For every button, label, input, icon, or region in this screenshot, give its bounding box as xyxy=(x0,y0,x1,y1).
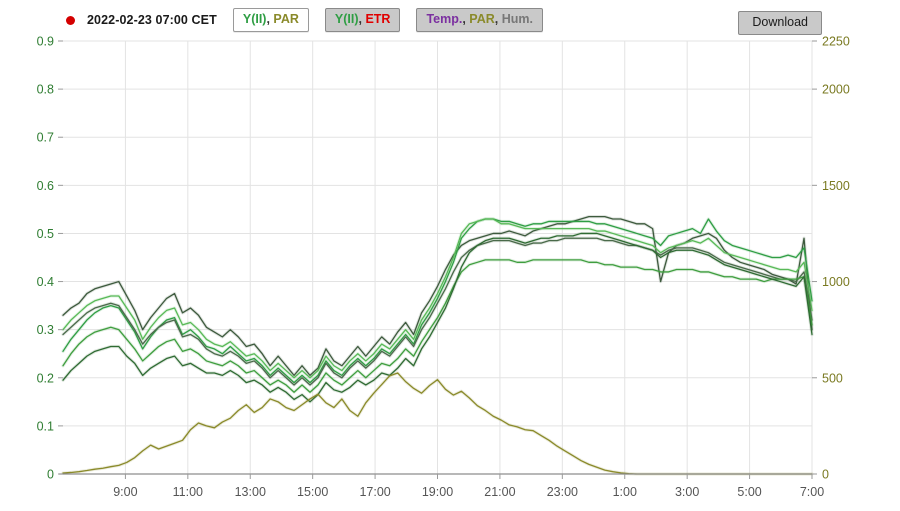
y-axis-left-tick-label: 0.4 xyxy=(37,275,54,289)
toolbar: 2022-02-23 07:00 CET Y(II), PAR Y(II), ET… xyxy=(0,0,900,40)
y-axis-right-tick-label: 500 xyxy=(822,371,843,385)
y-axis-left-tick-label: 0.7 xyxy=(37,131,54,145)
series-line xyxy=(62,259,813,393)
y-axis-left-tick-label: 0.2 xyxy=(37,371,54,385)
button-segment: Y(II) xyxy=(242,12,267,26)
y-axis-right-tick-label: 1000 xyxy=(822,275,850,289)
button-segment: Hum. xyxy=(501,12,533,26)
timestamp-label: 2022-02-23 07:00 CET xyxy=(87,13,217,27)
button-segment: Temp. xyxy=(426,12,463,26)
button-segment: ETR xyxy=(365,12,391,26)
y-axis-left-tick-label: 0.5 xyxy=(37,227,54,241)
x-axis-tick-label: 17:00 xyxy=(359,485,390,499)
x-axis-tick-label: 5:00 xyxy=(737,485,761,499)
y-axis-left-tick-label: 0.9 xyxy=(37,35,54,49)
x-axis-tick-label: 1:00 xyxy=(613,485,637,499)
y-axis-right-tick-label: 0 xyxy=(822,468,829,482)
button-segment: , xyxy=(494,12,502,26)
series-line xyxy=(62,218,813,379)
x-axis-tick-label: 21:00 xyxy=(484,485,515,499)
toggle-yii-par-button[interactable]: Y(II), PAR xyxy=(232,8,309,32)
y-axis-left-tick-label: 0 xyxy=(47,468,54,482)
toggle-yii-etr-button[interactable]: Y(II), ETR xyxy=(324,8,401,32)
x-axis-tick-label: 3:00 xyxy=(675,485,699,499)
button-segment: PAR xyxy=(469,12,495,26)
toggle-temp-par-hum-button[interactable]: Temp., PAR, Hum. xyxy=(416,8,543,32)
axes xyxy=(58,40,817,479)
x-axis-tick-label: 15:00 xyxy=(297,485,328,499)
series-line xyxy=(62,232,813,403)
x-axis-tick-label: 19:00 xyxy=(422,485,453,499)
y-axis-left-tick-label: 0.1 xyxy=(37,419,54,433)
series-line xyxy=(62,237,813,386)
button-segment: , xyxy=(462,12,470,26)
series-line xyxy=(62,218,813,384)
download-button[interactable]: Download xyxy=(738,11,822,35)
y-axis-left-tick-label: 0.3 xyxy=(37,323,54,337)
y-axis-right-tick-label: 1500 xyxy=(822,179,850,193)
axis-labels: 0 0.1 0.2 0.3 0.4 0.5 0.6 0.7 0.8 0.9 0 500 1000 1500… xyxy=(37,35,850,500)
series-line xyxy=(62,215,813,377)
x-axis-tick-label: 11:00 xyxy=(173,485,203,499)
y-axis-right-tick-label: 2250 xyxy=(822,35,850,49)
button-segment: , xyxy=(266,12,274,26)
series-lines xyxy=(61,215,814,476)
y-axis-left-tick-label: 0.6 xyxy=(37,179,54,193)
button-segment: , xyxy=(358,12,366,26)
x-axis-tick-label: 7:00 xyxy=(800,485,824,499)
line-chart: 0 0.1 0.2 0.3 0.4 0.5 0.6 0.7 0.8 0.9 0 500 1000 1500… xyxy=(37,35,850,500)
button-segment: Y(II) xyxy=(334,12,359,26)
x-axis-tick-label: 9:00 xyxy=(113,485,137,499)
gridlines xyxy=(63,40,813,474)
y-axis-right-tick-label: 2000 xyxy=(822,83,850,97)
chart-container: 0 0.1 0.2 0.3 0.4 0.5 0.6 0.7 0.8 0.9 0 500 1000 1500… xyxy=(0,34,900,511)
button-segment: PAR xyxy=(273,12,299,26)
y-axis-left-tick-label: 0.8 xyxy=(37,83,54,97)
x-axis-tick-label: 13:00 xyxy=(235,485,266,499)
series-toggle-group: Y(II), PAR Y(II), ETR Temp., PAR, Hum. xyxy=(217,8,543,32)
x-axis-tick-label: 23:00 xyxy=(547,485,578,499)
status-indicator-dot xyxy=(66,15,75,25)
